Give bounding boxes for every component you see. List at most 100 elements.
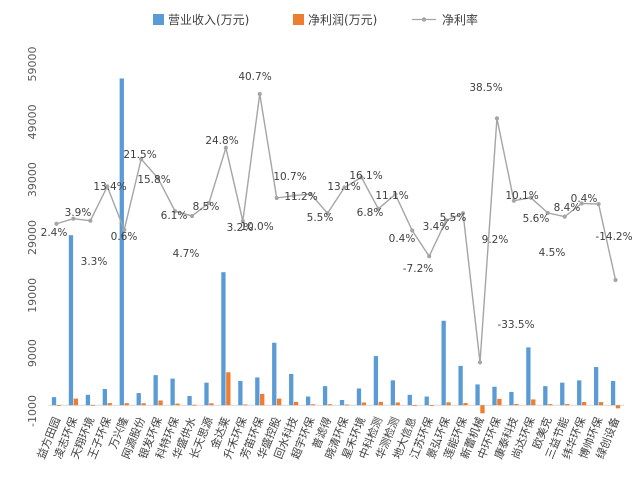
rate-point	[410, 228, 415, 233]
profit-bar	[446, 402, 451, 406]
legend-marker-swatch	[421, 17, 427, 22]
profit-bar	[277, 398, 282, 406]
profit-bar	[56, 405, 62, 406]
y-tick-label: 19000	[26, 278, 39, 313]
rate-point	[172, 209, 178, 214]
rate-point	[359, 175, 364, 180]
profit-bar	[598, 402, 604, 406]
profit-bar	[293, 401, 299, 406]
rate-data-label: 5.6%	[523, 213, 550, 225]
revenue-bar	[51, 397, 57, 406]
rate-data-label: 11.1%	[375, 190, 408, 202]
y-tick-label: 9000	[26, 339, 39, 367]
revenue-bar	[85, 394, 91, 406]
rate-point	[223, 145, 228, 150]
rate-point	[54, 221, 59, 226]
legend-swatch-1	[153, 14, 164, 25]
profit-bar	[175, 403, 180, 406]
rate-point	[139, 156, 144, 162]
rate-data-label: 10.7%	[273, 171, 306, 183]
rate-data-label: -14.2%	[595, 231, 632, 243]
rate-point	[88, 218, 93, 223]
legend-label-1: 营业收入(万元)	[168, 13, 249, 27]
rate-point	[291, 193, 296, 198]
x-axis: 益方田园凌志环保天翔环境王子环保万兴隆网源股份银发环保科特环保华盛供水长天思源金…	[34, 404, 624, 461]
legend-swatch-2	[293, 14, 304, 25]
rate-data-label: 6.1%	[161, 210, 188, 222]
profit-bar	[480, 405, 485, 414]
rate-data-label: -7.2%	[403, 263, 433, 275]
rate-data-label: 3.9%	[65, 207, 92, 219]
revenue-bar	[102, 389, 107, 406]
rate-labels: 2.4% 3.9% 3.3% 13.4% 0.6% 21.5% 15.8% 6.1% 4.7% 8…	[41, 71, 633, 331]
legend-label-2: 净利润(万元)	[308, 13, 377, 27]
profit-bar	[90, 404, 95, 406]
revenue-bar	[322, 386, 328, 406]
rate-data-label: 3.2%	[227, 222, 254, 234]
y-tick-label: 59000	[26, 47, 39, 82]
profit-bar	[395, 402, 400, 406]
profit-bar	[310, 404, 316, 406]
revenue-bar	[238, 380, 243, 406]
rate-point	[579, 201, 584, 206]
rate-point	[427, 254, 432, 259]
rate-point	[393, 192, 398, 197]
rate-data-label: 3.3%	[81, 256, 108, 268]
revenue-bar	[424, 396, 429, 406]
rate-data-label: 4.5%	[539, 247, 566, 259]
profit-bar	[192, 404, 197, 406]
rate-data-label: 5.5%	[440, 212, 467, 224]
revenue-bar	[441, 320, 446, 406]
rate-point	[444, 218, 449, 223]
rate-data-label: 24.8%	[205, 135, 238, 147]
profit-bar	[209, 403, 214, 406]
profit-bar	[158, 400, 163, 406]
rate-point	[376, 206, 381, 211]
rate-point	[511, 198, 516, 203]
revenue-bar	[119, 78, 124, 406]
revenue-bar	[255, 377, 260, 406]
rate-data-label: 6.8%	[357, 207, 384, 219]
revenue-bar	[204, 382, 209, 406]
rate-data-label: 2.4%	[41, 227, 68, 239]
rate-data-label: 21.5%	[123, 149, 156, 161]
profit-bar	[327, 404, 333, 406]
revenue-bar	[610, 380, 616, 406]
revenue-bar	[543, 386, 548, 406]
revenue-bar	[136, 393, 141, 406]
revenue-bar	[475, 384, 480, 406]
revenue-bar	[221, 272, 226, 406]
rate-point	[528, 195, 533, 200]
revenue-bar	[458, 365, 463, 406]
profit-bar	[581, 402, 587, 406]
revenue-bar	[390, 380, 395, 406]
legend: 营业收入(万元) 净利润(万元) 净利率	[153, 12, 478, 27]
rate-point	[156, 176, 161, 181]
rate-data-label: 0.6%	[111, 231, 138, 243]
revenue-bar	[526, 347, 531, 406]
revenue-bar	[68, 235, 74, 406]
rate-data-label: 8.4%	[554, 202, 581, 214]
profit-bar	[344, 404, 350, 406]
legend-label-3: 净利率	[442, 12, 478, 27]
rate-point	[105, 184, 110, 189]
profit-bar	[497, 398, 502, 406]
revenue-bar	[593, 367, 599, 406]
profit-bar	[531, 399, 536, 406]
rate-data-label: 13.1%	[327, 181, 360, 193]
rate-data-label: 8.5%	[193, 201, 220, 213]
profit-bar	[548, 404, 553, 406]
rate-point	[460, 211, 466, 216]
y-tick-label: 39000	[26, 162, 39, 197]
revenue-bar	[289, 373, 294, 406]
y-tick-label: 49000	[26, 104, 39, 139]
rate-point	[274, 195, 279, 201]
revenue-bar	[272, 342, 277, 406]
profit-bar	[73, 398, 79, 406]
rate-data-label: 13.4%	[93, 181, 126, 193]
rate-data-label: 11.2%	[284, 191, 317, 203]
rate-data-label: 10.0%	[240, 221, 273, 233]
rate-data-label: 38.5%	[469, 82, 502, 94]
rate-data-label: 0.4%	[389, 233, 416, 245]
profit-bar	[463, 403, 468, 406]
